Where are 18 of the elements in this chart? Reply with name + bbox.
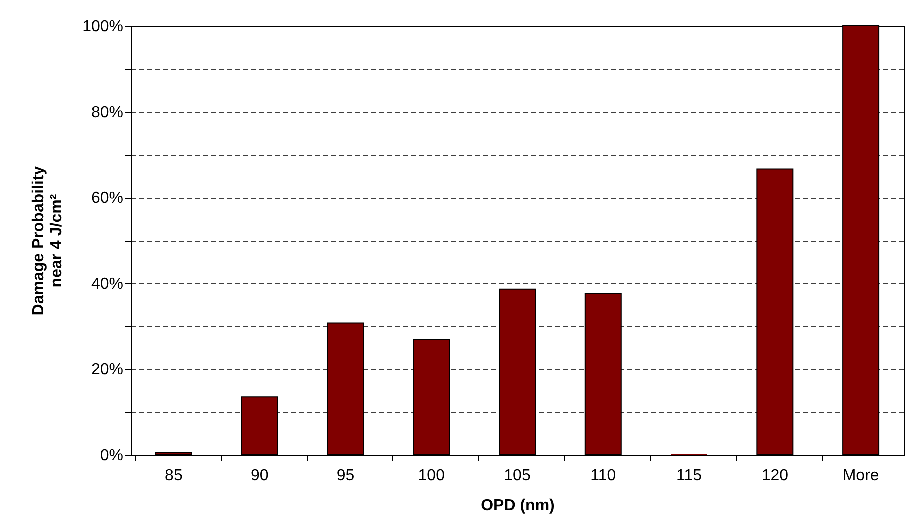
- x-tick-label: 90: [250, 468, 269, 484]
- x-tick-label: 100: [418, 468, 446, 484]
- x-tick-label: 115: [676, 468, 702, 484]
- x-axis-title: OPD (nm): [481, 498, 555, 514]
- y-tick-label: 20%: [91, 362, 124, 379]
- y-axis-title: Damage Probability near 4 J/cm²: [30, 166, 66, 316]
- y-tick-label: 40%: [91, 276, 124, 293]
- bar: [155, 452, 192, 456]
- y-tick-label: 0%: [100, 448, 124, 464]
- x-tick-label: 120: [762, 468, 789, 484]
- x-tick-label: 85: [165, 468, 183, 484]
- x-tick-label: More: [842, 468, 880, 484]
- y-tick-label: 80%: [91, 104, 124, 122]
- x-tick-label: 105: [504, 468, 531, 484]
- x-tick-label: 95: [336, 468, 355, 484]
- y-tick-label: 100%: [82, 18, 124, 36]
- x-tick-label: 110: [590, 468, 616, 484]
- y-tick-label: 60%: [91, 190, 124, 208]
